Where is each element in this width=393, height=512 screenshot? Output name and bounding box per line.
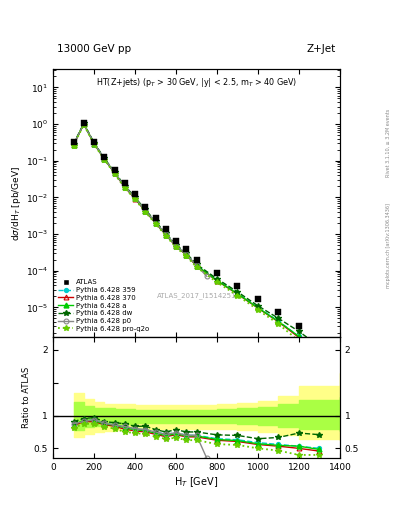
Y-axis label: Ratio to ATLAS: Ratio to ATLAS xyxy=(22,367,31,428)
ATLAS xyxy=(133,191,138,198)
Text: 13000 GeV pp: 13000 GeV pp xyxy=(57,44,131,54)
ATLAS xyxy=(317,338,322,344)
ATLAS xyxy=(102,154,107,160)
ATLAS xyxy=(92,139,96,145)
ATLAS xyxy=(215,270,219,276)
ATLAS xyxy=(112,167,117,174)
ATLAS xyxy=(143,204,148,210)
ATLAS xyxy=(184,246,189,252)
ATLAS xyxy=(153,215,158,221)
Text: mcplots.cern.ch [arXiv:1306.3436]: mcplots.cern.ch [arXiv:1306.3436] xyxy=(386,203,391,288)
Text: Rivet 3.1.10, ≥ 3.2M events: Rivet 3.1.10, ≥ 3.2M events xyxy=(386,109,391,178)
ATLAS xyxy=(174,238,178,244)
ATLAS xyxy=(297,324,301,330)
ATLAS xyxy=(163,226,168,232)
X-axis label: H$_{T}$ [GeV]: H$_{T}$ [GeV] xyxy=(174,475,219,488)
Text: ATLAS_2017_I1514251: ATLAS_2017_I1514251 xyxy=(157,292,236,299)
ATLAS xyxy=(255,296,260,302)
ATLAS xyxy=(194,257,199,263)
Y-axis label: d$\sigma$/dH$_T$ [pb/GeV]: d$\sigma$/dH$_T$ [pb/GeV] xyxy=(10,165,23,241)
ATLAS xyxy=(235,283,240,289)
Text: HT(Z+jets) (p$_{T}$ > 30 GeV, |y| < 2.5, m$_{T}$ > 40 GeV): HT(Z+jets) (p$_{T}$ > 30 GeV, |y| < 2.5,… xyxy=(96,76,297,89)
ATLAS xyxy=(71,139,76,145)
Legend: ATLAS, Pythia 6.428 359, Pythia 6.428 370, Pythia 6.428 a, Pythia 6.428 dw, Pyth: ATLAS, Pythia 6.428 359, Pythia 6.428 37… xyxy=(57,278,151,333)
ATLAS xyxy=(81,119,86,125)
Line: ATLAS: ATLAS xyxy=(70,119,323,344)
Text: Z+Jet: Z+Jet xyxy=(307,44,336,54)
ATLAS xyxy=(276,309,281,315)
ATLAS xyxy=(123,180,127,186)
